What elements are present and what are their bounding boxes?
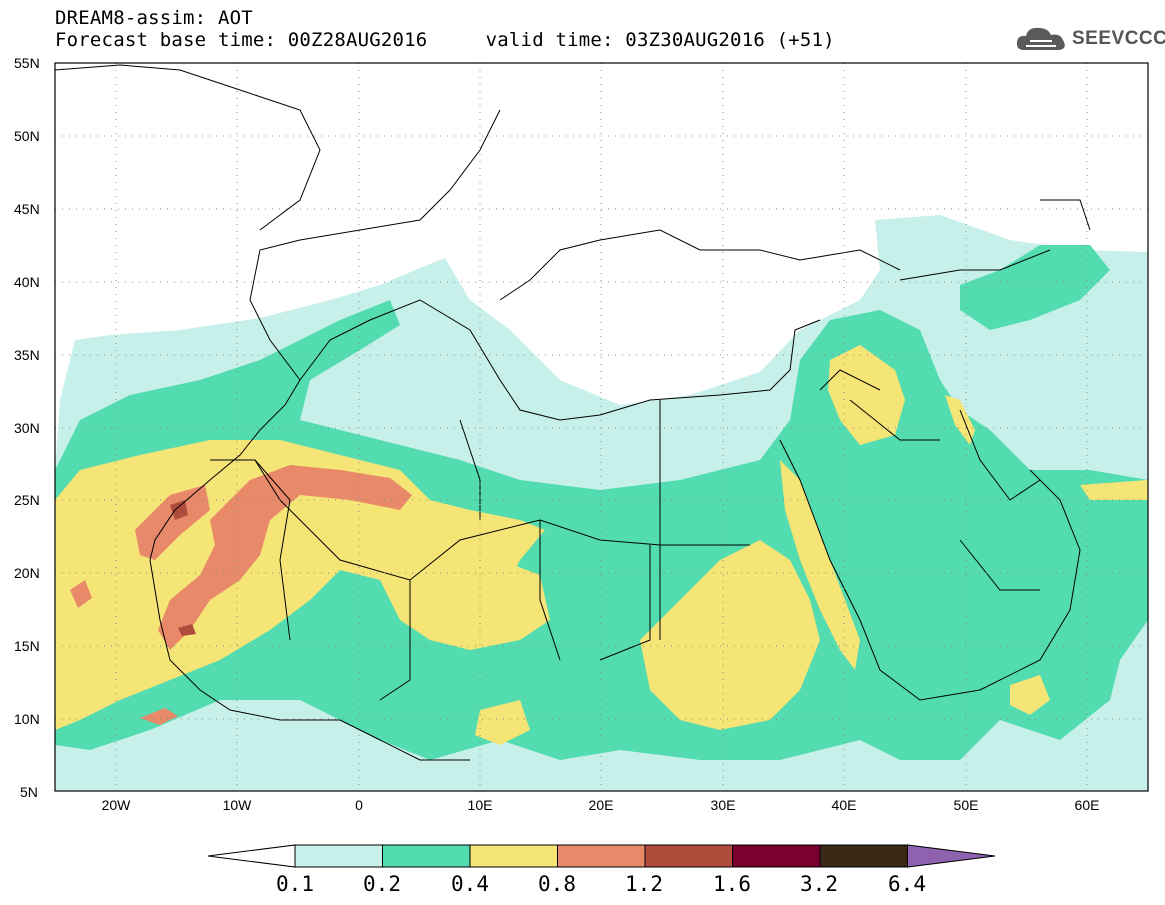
lat-label: 20N <box>14 565 40 581</box>
aot-band-0.8 <box>135 485 210 560</box>
aot-band-0.2 <box>960 245 1110 330</box>
aot-band-0.4 <box>828 345 905 445</box>
aot-band-1.2 <box>170 500 188 520</box>
colorbar-label: 0.4 <box>451 872 489 896</box>
forecast-time-line: Forecast base time: 00Z28AUG2016 valid t… <box>55 29 835 51</box>
logo-text: SEEVCCC <box>1072 28 1165 49</box>
lat-label: 50N <box>14 128 40 144</box>
lat-label: 10N <box>14 711 40 727</box>
lat-label: 15N <box>14 638 40 654</box>
lat-label: 45N <box>14 201 40 217</box>
cloud-icon <box>1016 27 1065 50</box>
lon-label: 10W <box>222 797 252 813</box>
colorbar-label: 1.6 <box>713 872 751 896</box>
map-frame <box>54 62 1149 792</box>
aot-band-0.8 <box>140 708 178 725</box>
lat-label: 5N <box>20 784 38 800</box>
coastlines <box>55 64 1091 761</box>
colorbar-label: 0.2 <box>363 872 401 896</box>
lat-label: 30N <box>14 420 40 436</box>
aot-band-0.4 <box>640 540 820 730</box>
aot-band-0.4 <box>1080 480 1148 500</box>
map-title: DREAM8-assim: AOT <box>55 7 253 29</box>
lat-label: 35N <box>14 347 40 363</box>
aot-band-0.4 <box>415 560 550 650</box>
seevccc-logo: SEEVCCC <box>1016 22 1165 56</box>
colorbar-label: 1.2 <box>625 872 663 896</box>
aot-band-0.4 <box>945 395 975 445</box>
aot-band-0.4 <box>1010 675 1050 715</box>
lat-label: 40N <box>14 274 40 290</box>
lon-label: 20W <box>101 797 131 813</box>
lat-label: 25N <box>14 492 40 508</box>
lon-label: 60E <box>1074 797 1100 813</box>
aot-band-0.4 <box>780 460 860 670</box>
aot-band-0.8 <box>70 580 92 608</box>
aot-band-0.4 <box>475 700 530 745</box>
lon-label: 50E <box>953 797 979 813</box>
graticule <box>55 63 1148 791</box>
colorbar-label: 0.8 <box>538 872 576 896</box>
colorbar-label: 6.4 <box>888 872 926 896</box>
lon-label: 40E <box>831 797 857 813</box>
aot-band-1.2 <box>178 624 196 636</box>
lon-label: 20E <box>588 797 614 813</box>
lon-label: 30E <box>710 797 736 813</box>
lon-label: 0 <box>355 797 363 813</box>
lat-label: 55N <box>14 55 40 71</box>
lon-label: 10E <box>467 797 493 813</box>
colorbar-label: 0.1 <box>276 872 314 896</box>
aot-band-0.8 <box>158 465 412 650</box>
colorbar-label: 3.2 <box>800 872 838 896</box>
